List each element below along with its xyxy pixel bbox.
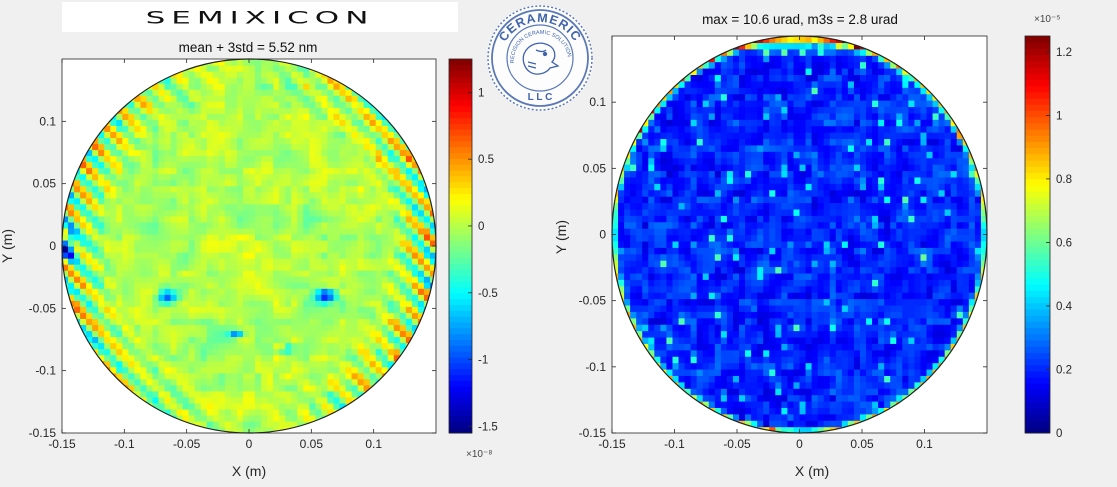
x-tick-label: 0.05 (300, 437, 324, 451)
x-tick-label: -0.05 (173, 437, 201, 451)
colorbar-tick-label: 1.2 (1056, 47, 1072, 59)
x-tick-label: 0 (796, 437, 803, 451)
y-tick-label: -0.05 (29, 301, 57, 315)
y-tick-label: 0.1 (589, 95, 606, 109)
x-tick-label: -0.15 (48, 437, 76, 451)
y-tick-label: -0.1 (585, 360, 606, 374)
colorbar-tick-label: 0.6 (1056, 237, 1072, 249)
colorbar-tick-label: 0.8 (1056, 174, 1072, 186)
y-tick-label: -0.05 (579, 294, 607, 308)
x-tick-label: -0.1 (664, 437, 685, 451)
chart-title: mean + 3std = 5.52 nm (179, 40, 318, 55)
y-tick-label: 0 (49, 239, 56, 253)
colorbar-tick-label: 0.4 (1056, 301, 1073, 313)
heatmap-cells (62, 59, 436, 433)
y-axis-label: Y (m) (0, 229, 15, 263)
y-tick-label: 0.05 (33, 177, 57, 191)
semixicon-logo-text: SEMIXICON (145, 8, 375, 29)
y-tick-label: 0.05 (583, 161, 607, 175)
chart-title: max = 10.6 urad, m3s = 2.8 urad (702, 12, 898, 27)
colorbar-tick-label: -0.5 (478, 288, 498, 300)
y-axis-label: Y (m) (553, 220, 569, 254)
cerameric-seal: CERAMERIC PRECISION CERAMIC SOLUTIONS L … (484, 2, 593, 111)
y-tick-label: -0.15 (579, 426, 607, 440)
colorbar-tick-label: 0.2 (1056, 364, 1072, 376)
colorbar-tick-label: 1 (1056, 110, 1062, 122)
x-tick-label: -0.15 (598, 437, 626, 451)
chart-right-slope-error: -0.15 -0.1 -0.05 0 0.05 0.1 0.1 0.05 0 -0.05 -0.1 -… (553, 12, 1073, 479)
seal-bottom-text: L L C (528, 92, 553, 103)
colorbar: 1.2 1 0.8 0.6 0.4 0.2 0 ×10⁻⁵ (1024, 14, 1073, 440)
chart-left-surface-error: -0.15 -0.1 -0.05 0 0.05 0.1 0.1 0.05 0 -0.05 -0.1 -… (0, 40, 498, 479)
colorbar-tick-label: -1 (478, 355, 488, 367)
colorbar-tick-label: 1 (478, 87, 484, 99)
x-axis-label: X (m) (232, 463, 266, 479)
eagle-icon (522, 42, 560, 75)
x-tick-label: 0.1 (365, 437, 382, 451)
x-tick-label: 0 (246, 437, 253, 451)
x-tick-label: 0.05 (850, 437, 874, 451)
colorbar-exponent: ×10⁻⁸ (466, 449, 492, 460)
semixicon-logo: SEMIXICON (62, 2, 458, 32)
x-tick-label: -0.05 (723, 437, 751, 451)
colorbar-tick-label: 0 (478, 221, 484, 233)
colorbar-exponent: ×10⁻⁵ (1034, 14, 1060, 25)
y-tick-label: 0 (599, 228, 606, 242)
colorbar-tick-label: 0.5 (478, 154, 494, 166)
colorbar: 1 0.5 0 -0.5 -1 -1.5 ×10⁻⁸ (448, 58, 498, 460)
x-tick-label: -0.1 (114, 437, 135, 451)
colorbar-tick-label: -1.5 (478, 421, 498, 433)
y-tick-label: -0.1 (35, 364, 56, 378)
x-axis-label: X (m) (795, 463, 829, 479)
x-tick-label: 0.1 (916, 437, 933, 451)
y-tick-label: 0.1 (39, 114, 56, 128)
colorbar-tick-label: 0 (1056, 428, 1062, 440)
heatmap-cells (612, 36, 987, 433)
y-tick-label: -0.15 (29, 426, 57, 440)
